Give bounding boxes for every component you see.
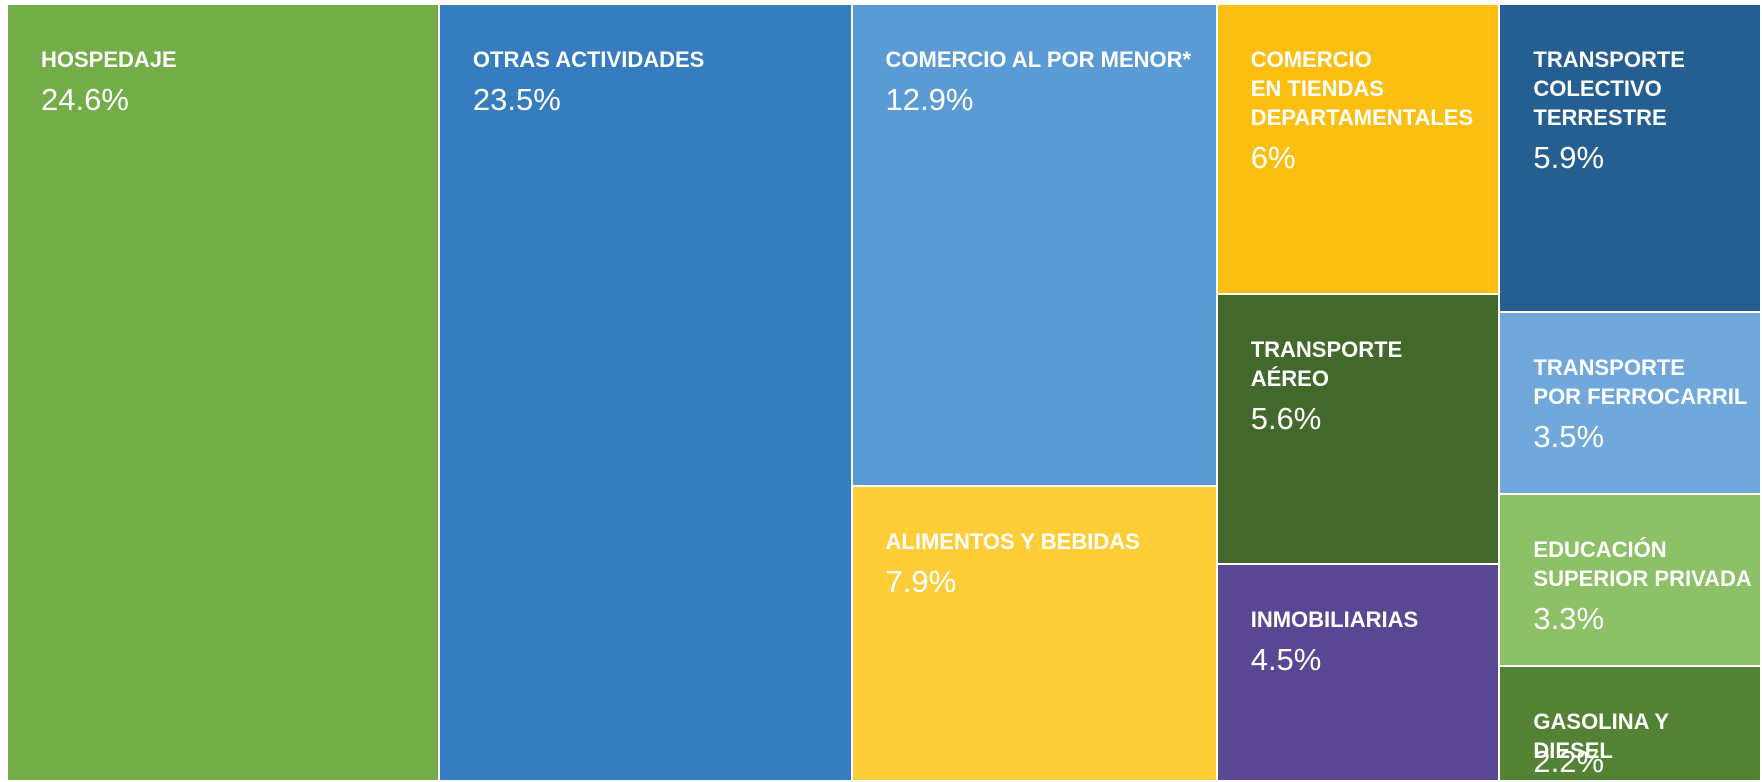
value-label: 3.3%: [1533, 601, 1605, 637]
cell-label: GASOLINA Y DIESEL: [1533, 709, 1669, 764]
treemap-cell: COMERCIO AL POR MENOR* 12.9%: [852, 5, 1216, 485]
cell-label: TRANSPORTE POR FERROCARRIL: [1533, 354, 1748, 409]
cell-label: ALIMENTOS Y BEBIDAS: [885, 528, 1140, 554]
cell-label: INMOBILIARIAS: [1250, 606, 1419, 632]
treemap-cell: GASOLINA Y DIESEL 2.2%: [1500, 667, 1760, 780]
cell-label: TRANSPORTE COLECTIVO TERRESTRE: [1533, 47, 1685, 130]
value-label: 24.6%: [41, 82, 129, 117]
value-label: 4.5%: [1250, 641, 1322, 677]
value-label: 7.9%: [885, 563, 957, 599]
value-label: 23.5%: [472, 82, 561, 117]
cell-label: OTRAS ACTIVIDADES: [472, 47, 705, 72]
value-label: 2.2%: [1533, 744, 1605, 780]
treemap-cell: ALIMENTOS Y BEBIDAS 7.9%: [852, 486, 1216, 780]
value-label: 12.9%: [885, 82, 974, 117]
treemap-cell: TRANSPORTE AÉREO 5.6%: [1217, 294, 1499, 563]
value-label: 6%: [1250, 140, 1296, 175]
treemap-cell: OTRAS ACTIVIDADES 23.5%: [439, 5, 851, 780]
value-label: 5.6%: [1250, 400, 1322, 436]
value-label: 5.9%: [1533, 140, 1605, 175]
value-label: 3.5%: [1533, 418, 1605, 454]
cell-label: EDUCACIÓN SUPERIOR PRIVADA: [1533, 537, 1752, 592]
treemap-cell: COMERCIO EN TIENDAS DEPARTAMENTALES 6%: [1217, 5, 1499, 293]
cell-label: COMERCIO AL POR MENOR*: [885, 47, 1192, 72]
treemap-cell: HOSPEDAJE 24.6%: [8, 5, 438, 780]
treemap-cell: EDUCACIÓN SUPERIOR PRIVADA 3.3%: [1500, 495, 1760, 666]
treemap-cell: TRANSPORTE POR FERROCARRIL 3.5%: [1500, 312, 1760, 494]
cell-label: TRANSPORTE AÉREO: [1250, 336, 1403, 391]
treemap-cell: TRANSPORTE COLECTIVO TERRESTRE 5.9%: [1500, 5, 1760, 311]
cell-label: HOSPEDAJE: [41, 47, 177, 72]
cell-label: COMERCIO EN TIENDAS DEPARTAMENTALES: [1250, 47, 1474, 130]
treemap-cell: INMOBILIARIAS 4.5%: [1217, 564, 1499, 780]
